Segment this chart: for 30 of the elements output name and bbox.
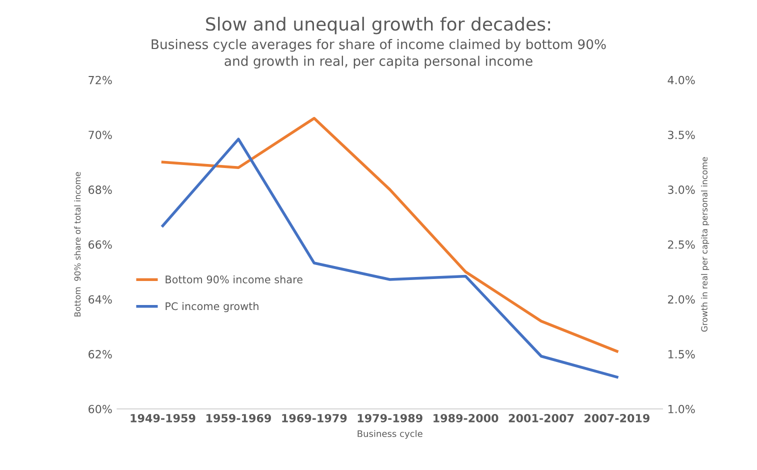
- y-tick-label: 66%: [88, 240, 112, 249]
- x-tick-label: 1959-1969: [206, 414, 271, 422]
- y2-tick-label: 4.0%: [668, 76, 695, 84]
- y-tick-label: 70%: [88, 130, 112, 140]
- y-axis-title: Bottom 90% share of total income: [74, 172, 81, 316]
- y-tick-label: 64%: [88, 295, 112, 304]
- y2-tick-label: 2.5%: [668, 240, 695, 249]
- legend-label: PC income growth: [166, 302, 258, 312]
- x-axis-title: Business cycle: [358, 430, 422, 439]
- chart-title: Slow and unequal growth for decades:: [206, 16, 550, 34]
- line-series: [161, 138, 618, 378]
- y2-tick-label: 3.5%: [668, 130, 695, 140]
- chart-subtitle: Business cycle averages for share of income claimed by bottom 90% and growth in real, per capita personal income: [152, 38, 606, 69]
- x-tick-label: 2007-2019: [584, 414, 650, 422]
- x-tick-label: 1949-1959: [130, 414, 196, 422]
- y-tick-label: 72%: [88, 76, 112, 84]
- x-tick-label: 1989-2000: [434, 414, 498, 422]
- line-series: [161, 116, 618, 353]
- y-tick-label: 60%: [88, 404, 112, 414]
- y-tick-label: 68%: [88, 186, 112, 194]
- legend-label: Bottom 90% income share: [166, 275, 302, 284]
- y2-axis-title: Growth in real per capita personal income: [701, 157, 710, 332]
- y2-tick-label: 3.0%: [668, 186, 695, 194]
- y2-tick-label: 1.0%: [668, 404, 695, 414]
- y2-tick-label: 2.0%: [668, 295, 695, 304]
- y-tick-label: 62%: [88, 350, 112, 358]
- x-tick-label: 1979-1989: [358, 414, 422, 422]
- y2-tick-label: 1.5%: [668, 350, 695, 358]
- x-tick-label: 2001-2007: [508, 414, 574, 422]
- x-tick-label: 1969-1979: [282, 414, 347, 422]
